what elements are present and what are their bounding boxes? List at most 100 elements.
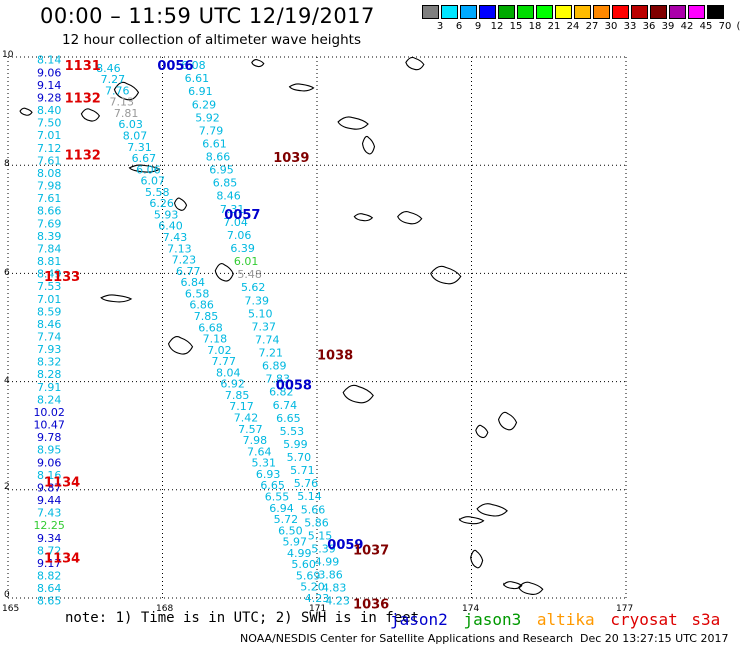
wave-height-value: 5.86 — [304, 516, 329, 529]
island-outline — [251, 59, 265, 68]
wave-height-value: 7.91 — [37, 381, 62, 394]
wave-height-value: 6.61 — [202, 137, 227, 150]
scale-swatch — [707, 5, 724, 19]
wave-height-value: 8.72 — [37, 544, 62, 557]
wave-height-value: 7.39 — [244, 294, 269, 307]
wave-height-value: 7.64 — [247, 445, 272, 458]
y-axis-label: 2 — [4, 482, 10, 492]
island-outline — [518, 581, 544, 595]
wave-height-value: 3.86 — [318, 569, 343, 582]
wave-height-value: 7.43 — [163, 231, 188, 244]
pass-time-label: 0058 — [276, 378, 312, 393]
wave-height-value: 6.29 — [192, 98, 217, 111]
pass-time-label: 1134 — [44, 476, 80, 491]
wave-height-value: 6.03 — [118, 118, 143, 131]
wave-height-value: 6.95 — [209, 164, 234, 177]
wave-height-value: 7.61 — [37, 192, 62, 205]
island-outline — [497, 411, 518, 431]
scale-swatch — [441, 5, 458, 19]
wave-height-value: 7.27 — [101, 73, 126, 86]
scale-label: 15 — [509, 21, 523, 32]
wave-height-value: 4.99 — [287, 547, 312, 560]
wave-height-value: 7.85 — [225, 389, 250, 402]
wave-height-value: 8.08 — [37, 167, 62, 180]
wave-height-value: 8.40 — [37, 104, 62, 117]
wave-height-value: 5.66 — [301, 503, 326, 516]
wave-height-value: 5.31 — [251, 457, 276, 470]
page-subtitle: 12 hour collection of altimeter wave hei… — [62, 32, 361, 48]
wave-height-value: 7.98 — [243, 434, 268, 447]
wave-height-value: 4.99 — [315, 556, 340, 569]
wave-height-value: 8.95 — [37, 444, 62, 457]
wave-height-value: 7.12 — [37, 142, 62, 155]
island-outline — [353, 213, 374, 222]
wave-height-value: 5.62 — [241, 281, 266, 294]
wave-height-value: 6.84 — [180, 276, 205, 289]
wave-height-value: 7.06 — [227, 229, 252, 242]
wave-height-value: 5.69 — [296, 569, 321, 582]
sat-legend: jason2 jason3 altika cryosat s3a — [390, 610, 720, 629]
scale-swatch — [517, 5, 534, 19]
wave-height-value: 7.13 — [109, 96, 134, 109]
island-outline — [80, 108, 101, 122]
scale-swatch — [422, 5, 439, 19]
y-axis-label: 4 — [4, 376, 10, 386]
wave-height-value: 8.28 — [37, 368, 62, 381]
wave-height-value: 7.61 — [37, 154, 62, 167]
y-axis-label: 6 — [4, 268, 10, 278]
wave-height-value: 8.39 — [37, 230, 62, 243]
island-outline — [128, 164, 161, 173]
wave-height-value: 8.49 — [37, 268, 62, 281]
pass-time-label: 0057 — [224, 208, 260, 223]
scale-swatch — [555, 5, 572, 19]
wave-height-value: 8.66 — [206, 151, 231, 164]
wave-height-value: 6.89 — [262, 360, 287, 373]
wave-height-value: 8.04 — [216, 366, 241, 379]
x-axis-label: 177 — [616, 604, 634, 614]
sat-jason3: jason3 — [463, 610, 522, 629]
wave-height-value: 7.23 — [172, 254, 197, 267]
wave-height-value: 4.23 — [305, 592, 330, 605]
wave-height-value: 8.65 — [37, 595, 62, 608]
wave-height-value: 10.02 — [33, 406, 65, 419]
scale-label: 30 — [604, 21, 618, 32]
island-outline — [475, 424, 489, 439]
wave-height-value: 6.74 — [273, 399, 298, 412]
wave-height-value: 7.01 — [37, 293, 62, 306]
wave-height-value: 5.99 — [283, 438, 308, 451]
wave-height-value: 8.07 — [123, 130, 148, 143]
wave-height-value: 8.46 — [216, 190, 241, 203]
wave-height-value: 7.77 — [212, 355, 237, 368]
wave-height-value: 7.21 — [259, 347, 284, 360]
scale-label: 42 — [680, 21, 694, 32]
wave-height-value: 6.93 — [256, 468, 281, 481]
footer-source: NOAA/NESDIS Center for Satellite Applica… — [240, 632, 574, 645]
wave-height-value: 9.06 — [37, 456, 62, 469]
wave-height-value: 7.17 — [229, 400, 254, 413]
wave-height-value: 6.67 — [132, 152, 157, 165]
island-outline — [458, 516, 485, 525]
island-outline — [337, 116, 369, 130]
wave-height-value: 7.18 — [203, 333, 228, 346]
wave-height-value: 7.93 — [37, 343, 62, 356]
wave-height-value: 8.24 — [37, 393, 62, 406]
wave-height-value: 7.01 — [37, 129, 62, 142]
wave-height-value: 6.08 — [181, 59, 206, 72]
scale-label: 9 — [474, 21, 482, 32]
wave-height-value: 8.82 — [37, 570, 62, 583]
pass-time-label: 1133 — [44, 270, 80, 285]
sat-s3a: s3a — [691, 610, 721, 629]
wave-height-value: 6.39 — [230, 242, 255, 255]
pass-time-label: 1037 — [353, 543, 389, 558]
wave-height-value: 9.44 — [37, 494, 62, 507]
scale-swatch — [631, 5, 648, 19]
wave-height-value: 5.72 — [274, 513, 299, 526]
wave-height-value: 5.92 — [195, 111, 220, 124]
island-outline — [173, 197, 188, 211]
island-outline — [470, 549, 484, 569]
wave-height-value: 6.65 — [276, 412, 301, 425]
pass-time-label: 0056 — [157, 59, 193, 74]
wave-height-value: 6.61 — [185, 72, 210, 85]
scale-label: 3 — [436, 21, 444, 32]
